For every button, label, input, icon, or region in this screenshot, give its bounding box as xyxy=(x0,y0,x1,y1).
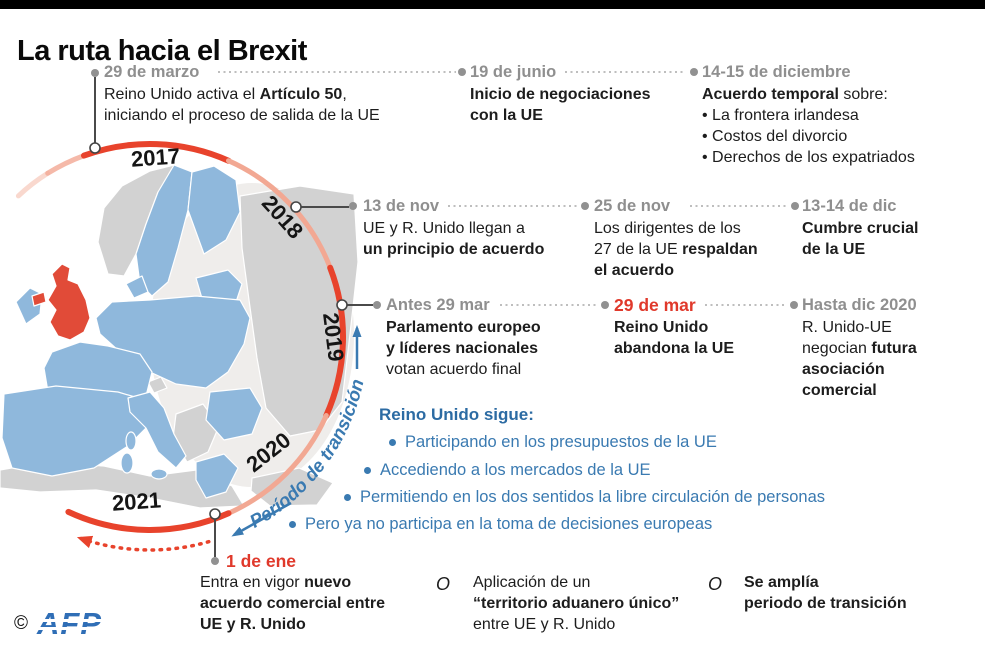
map-romania-bulgaria xyxy=(205,387,263,441)
map-turkey xyxy=(250,467,334,507)
arc-2019-segment xyxy=(323,264,346,419)
map-denmark xyxy=(125,275,149,299)
event-date-summit: 13-14 de dic xyxy=(802,197,897,215)
option-separator: O xyxy=(436,574,451,594)
event-body-endorse: Los dirigentes de los 27 de la UE respal… xyxy=(594,220,758,279)
uk-status-item-label: Accediendo a los mercados de la UE xyxy=(380,461,651,479)
copyright-symbol: © xyxy=(14,612,28,634)
top-bar xyxy=(0,0,985,9)
event-date-temp-agreement: 14-15 de diciembre xyxy=(702,63,851,81)
footer-credit: © AFP xyxy=(14,606,104,641)
transition-down-arrow xyxy=(231,501,292,537)
uk-status-item: Permitiendo en los dos sentidos la libre… xyxy=(344,488,825,507)
uk-status-item: Pero ya no participa en la toma de decis… xyxy=(289,515,712,534)
europe-map xyxy=(0,164,359,509)
event-body-article50: Reino Unido activa el Artículo 50, inici… xyxy=(104,86,380,124)
event-body-summit: Cumbre crucial de la UE xyxy=(802,220,919,258)
map-corsica xyxy=(125,431,137,451)
bullet-dot-icon xyxy=(289,521,296,528)
page-title: La ruta hacia el Brexit xyxy=(17,35,307,68)
bullet-dot-icon xyxy=(389,439,396,446)
uk-status-item-label: Pero ya no participa en la toma de decis… xyxy=(305,515,713,533)
final-option-customs-territory: Aplicación de un “territorio aduanero ún… xyxy=(473,574,680,633)
map-switzerland xyxy=(147,376,168,394)
event-body-vote: Parlamento europeo y líderes nacionales … xyxy=(386,319,541,378)
map-united-kingdom xyxy=(47,263,91,341)
year-2019: 2019 xyxy=(318,311,349,363)
uk-status-item: Accediendo a los mercados de la UE xyxy=(364,461,651,480)
event-body-leave: Reino Unido abandona la UE xyxy=(614,319,735,357)
map-italy xyxy=(127,391,187,469)
map-northern-ireland xyxy=(31,291,47,307)
afp-logo: AFP xyxy=(35,606,104,641)
uk-status-heading: Reino Unido sigue: xyxy=(379,405,534,424)
uk-status-item-label: Permitiendo en los dos sentidos la libre… xyxy=(360,488,826,506)
map-sardinia xyxy=(120,452,134,474)
event-date-article50: 29 de marzo xyxy=(104,63,200,81)
map-sicily xyxy=(150,468,168,480)
afp-logo-text: AFP xyxy=(37,606,102,641)
future-dotted-arrow xyxy=(76,535,211,552)
event-body-temp-agreement: Acuerdo temporal sobre: • La frontera ir… xyxy=(702,86,915,166)
afp-logo-stripe xyxy=(35,627,104,630)
option-separator: O xyxy=(708,574,723,594)
event-date-leave: 29 de mar xyxy=(614,295,696,315)
event-date-endorse: 25 de nov xyxy=(594,197,671,215)
map-greece xyxy=(195,453,239,499)
afp-logo-stripe xyxy=(35,619,104,622)
event-body-principle: UE y R. Unido llegan a un principio de a… xyxy=(363,220,545,258)
timeline-arc xyxy=(15,140,346,552)
event-date-jan1: 1 de ene xyxy=(226,551,297,571)
date-dots xyxy=(91,68,799,565)
event-body-negotiations: Inicio de negociaciones con la UE xyxy=(470,86,651,124)
final-option-extend-transition: Se amplía periodo de transición xyxy=(744,574,907,612)
year-2021: 2021 xyxy=(111,487,162,515)
arc-transition-segment xyxy=(226,413,329,516)
bullet-dot-icon xyxy=(364,467,371,474)
event-date-future: Hasta dic 2020 xyxy=(802,296,917,314)
final-option-trade-deal: Entra en vigor nuevo acuerdo comercial e… xyxy=(200,574,385,633)
event-body-future: R. Unido-UE negocian futura asociación c… xyxy=(802,319,917,399)
event-date-vote: Antes 29 mar xyxy=(386,296,490,314)
arc-2017-segment xyxy=(81,140,232,164)
arc-nodes xyxy=(89,142,348,520)
event-date-principle: 13 de nov xyxy=(363,197,440,215)
connectors xyxy=(89,68,799,565)
bullet-dot-icon xyxy=(344,494,351,501)
uk-status-item-label: Participando en los presupuestos de la U… xyxy=(405,433,717,451)
map-finland xyxy=(187,165,241,255)
uk-status-item: Participando en los presupuestos de la U… xyxy=(389,433,717,452)
event-date-negotiations: 19 de junio xyxy=(470,63,557,81)
arc-2021-segment xyxy=(65,508,232,533)
year-2017: 2017 xyxy=(130,143,181,171)
